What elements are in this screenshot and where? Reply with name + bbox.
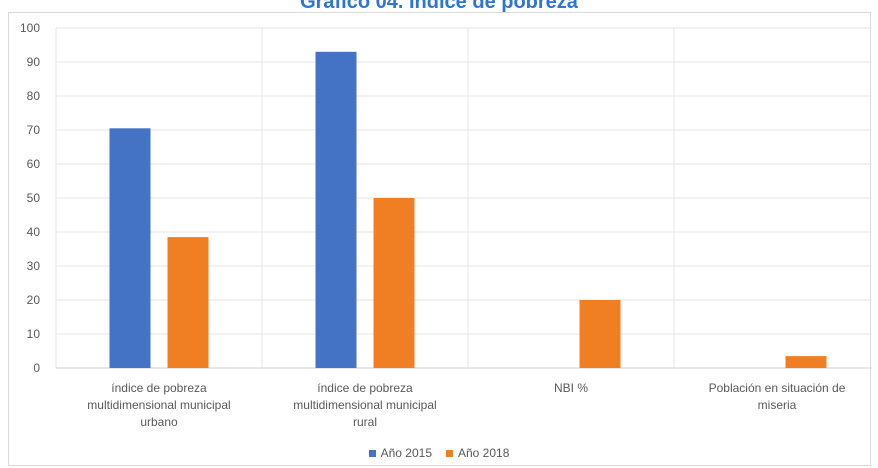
y-tick-label: 20 [27,293,41,307]
x-tick-label: índice de pobreza [111,381,207,395]
x-tick-label: miseria [758,398,797,412]
x-tick-label: índice de pobreza [317,381,413,395]
x-tick-label: Población en situación de [709,381,846,395]
x-tick-label: NBI % [554,381,588,395]
y-tick-label: 50 [27,191,41,205]
y-tick-label: 40 [27,225,41,239]
y-tick-label: 90 [27,55,41,69]
bar-2015 [315,51,357,369]
x-tick-label: multidimensional municipal [293,398,436,412]
legend-label-2015: Año 2015 [380,446,432,460]
y-tick-label: 10 [27,327,41,341]
y-tick-label: 0 [33,361,40,375]
bar-2018 [579,300,621,368]
y-tick-label: 70 [27,123,41,137]
chart-frame [8,12,871,466]
x-tick-label: urbano [140,415,178,429]
legend-swatch-2018 [446,449,453,457]
bar-2015 [109,128,151,368]
y-tick-label: 100 [20,21,40,35]
legend: Año 2015 Año 2018 [0,446,878,460]
legend-item-2015: Año 2015 [368,446,432,460]
y-tick-label: 60 [27,157,41,171]
bar-2018 [167,237,209,368]
legend-item-2018: Año 2018 [446,446,509,460]
x-tick-label: rural [353,415,377,429]
bar-2018 [785,356,827,368]
legend-label-2018: Año 2018 [458,446,510,460]
y-tick-label: 80 [27,89,41,103]
chart-title: Gráfico 04. Índice de pobreza [300,0,578,13]
y-tick-label: 30 [27,259,41,273]
x-tick-label: multidimensional municipal [87,398,230,412]
bar-2018 [373,198,415,368]
legend-swatch-2015 [368,449,376,457]
